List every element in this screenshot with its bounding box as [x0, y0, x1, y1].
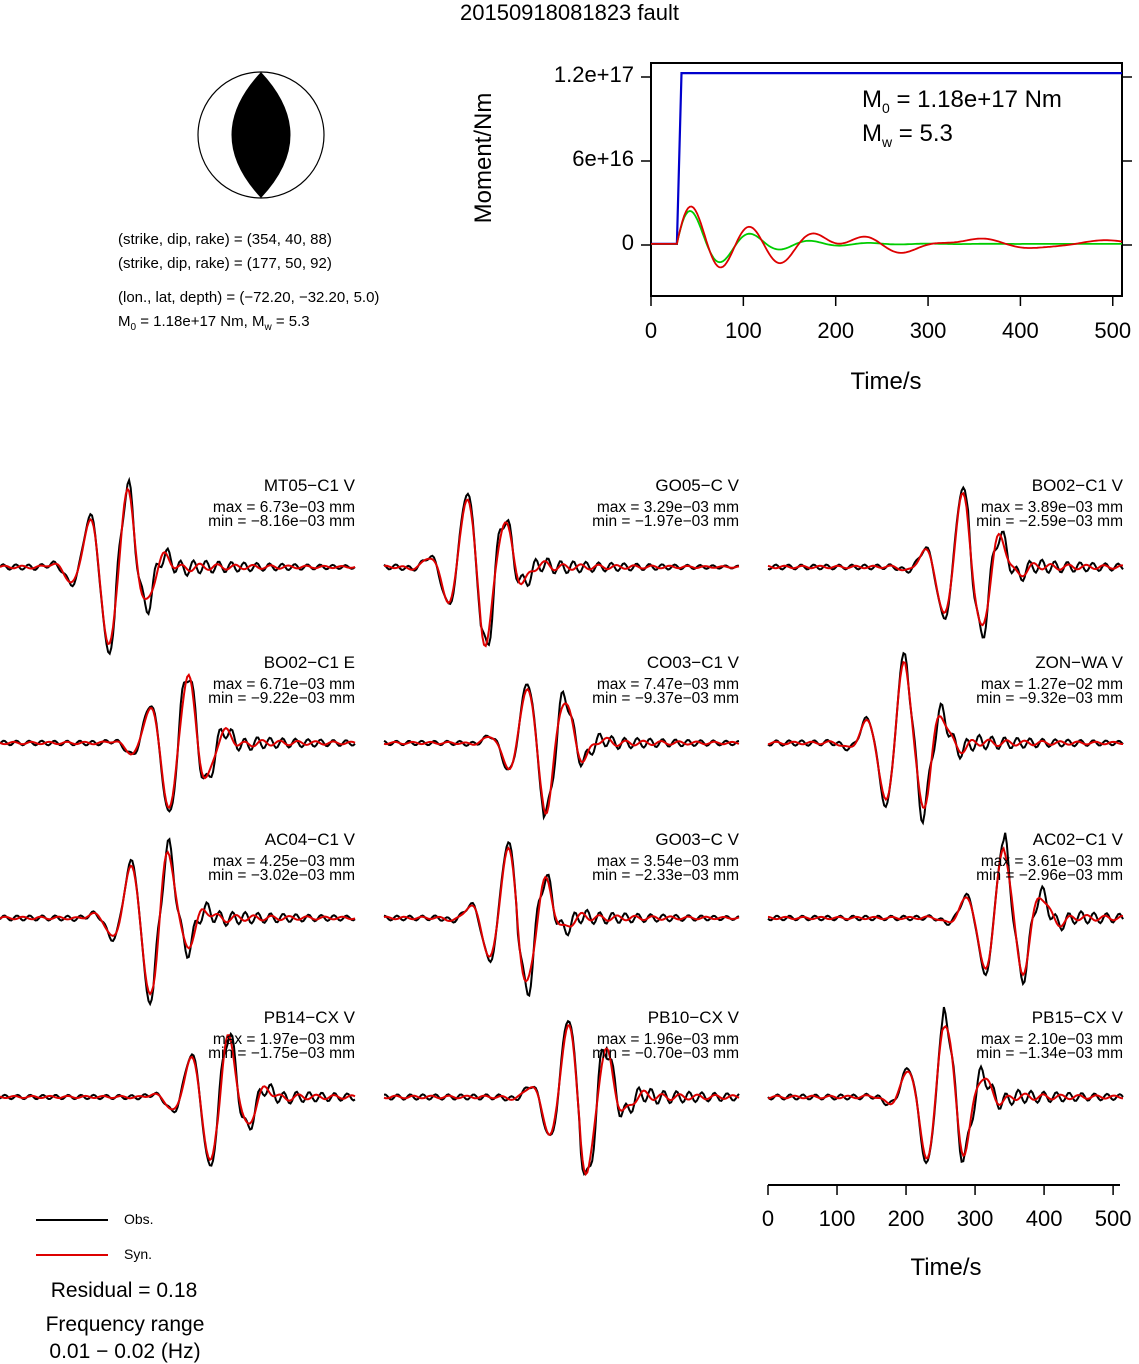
moment-ylabel: Moment/Nm	[470, 92, 497, 224]
station-name-label: PB14−CX V	[263, 1008, 355, 1027]
waveform-xtick-label: 0	[761, 1206, 775, 1231]
moment-xtick-label: 100	[724, 318, 762, 343]
moment-xtick-label: 300	[909, 318, 947, 343]
station-name-label: CO03−C1 V	[646, 653, 739, 672]
waveform-synthetic	[383, 498, 740, 648]
station-name-label: AC02−C1 V	[1032, 830, 1123, 849]
waveform-synthetic	[383, 1024, 740, 1177]
waveform-xlabel: Time/s	[910, 1254, 982, 1281]
moment-xlabel: Time/s	[850, 368, 922, 395]
mechanism-location: (lon., lat, depth) = (−72.20, −32.20, 5.…	[118, 289, 380, 306]
moment-ytick-2: 6e+16	[572, 146, 634, 171]
waveform-synthetic	[383, 687, 740, 816]
station-name-label: PB10−CX V	[647, 1008, 739, 1027]
station-max-label: max = 3.89e−03 mm	[980, 499, 1123, 516]
station-min-label: min = −9.37e−03 mm	[592, 690, 739, 707]
moment-xtick-label: 400	[1002, 318, 1039, 343]
waveform-observed	[767, 1006, 1124, 1165]
station-max-label: max = 4.25e−03 mm	[212, 853, 355, 870]
station-max-label: max = 1.96e−03 mm	[596, 1031, 739, 1048]
station-max-label: max = 6.73e−03 mm	[212, 499, 355, 516]
figure-title: 20150918081823 fault	[460, 0, 679, 25]
waveform-xtick-label: 500	[1094, 1206, 1132, 1231]
waveform-xtick-label: 100	[818, 1206, 856, 1231]
waveform-time-axis	[767, 1184, 1120, 1195]
waveform-synthetic	[383, 846, 740, 983]
moment-ytick-1: 1.2e+17	[553, 62, 634, 87]
moment-xtick-label: 0	[644, 318, 658, 343]
mechanism-plane-1: (strike, dip, rake) = (354, 40, 88)	[118, 231, 332, 248]
station-min-label: min = −8.16e−03 mm	[208, 513, 355, 530]
moment-m0-label: M0 = 1.18e+17 Nm	[862, 86, 1062, 116]
moment-rate-red-line	[651, 205, 1123, 269]
station-min-label: min = −1.34e−03 mm	[976, 1045, 1123, 1062]
station-max-label: max = 1.27e−02 mm	[980, 676, 1123, 693]
station-name-label: GO03−C V	[655, 830, 739, 849]
station-name-label: AC04−C1 V	[264, 830, 355, 849]
station-name-label: BO02−C1 E	[263, 653, 355, 672]
station-min-label: min = −2.96e−03 mm	[976, 867, 1123, 884]
station-max-label: max = 3.61e−03 mm	[980, 853, 1123, 870]
moment-xtick-label: 200	[817, 318, 855, 343]
waveform-synthetic	[767, 846, 1124, 977]
station-max-label: max = 3.54e−03 mm	[596, 853, 739, 870]
station-name-label: PB15−CX V	[1031, 1008, 1123, 1027]
station-name-label: BO02−C1 V	[1031, 476, 1123, 495]
waveform-xtick-label: 400	[1025, 1206, 1063, 1231]
waveform-xtick-label: 200	[887, 1206, 925, 1231]
station-min-label: min = −2.33e−03 mm	[592, 867, 739, 884]
waveform-synthetic	[767, 1024, 1124, 1160]
station-name-label: ZON−WA V	[1035, 653, 1123, 672]
station-min-label: min = −2.59e−03 mm	[976, 513, 1123, 530]
station-max-label: max = 6.71e−03 mm	[212, 676, 355, 693]
station-max-label: max = 2.10e−03 mm	[980, 1031, 1123, 1048]
frequency-range-value: 0.01 − 0.02 (Hz)	[49, 1340, 201, 1363]
station-min-label: min = −1.97e−03 mm	[592, 513, 739, 530]
station-min-label: min = −0.70e−03 mm	[592, 1045, 739, 1062]
moment-panel	[641, 62, 1132, 306]
station-max-label: max = 3.29e−03 mm	[596, 499, 739, 516]
waveform-xtick-label: 300	[956, 1206, 994, 1231]
residual-label: Residual = 0.18	[50, 1279, 198, 1302]
waveform-grid	[0, 476, 1124, 1177]
legend-syn-label: Syn.	[124, 1246, 153, 1262]
mechanism-plane-2: (strike, dip, rake) = (177, 50, 92)	[118, 255, 332, 272]
waveform-synthetic	[0, 673, 356, 809]
station-min-label: min = −9.22e−03 mm	[208, 690, 355, 707]
station-min-label: min = −1.75e−03 mm	[208, 1045, 355, 1062]
waveform-synthetic	[0, 1034, 356, 1162]
waveform-observed	[767, 832, 1124, 987]
station-name-label: MT05−C1 V	[263, 476, 355, 495]
moment-xtick-label: 500	[1094, 318, 1132, 343]
beachball	[197, 71, 325, 199]
moment-rate-green-line	[651, 210, 1122, 264]
waveform-synthetic	[0, 486, 356, 646]
station-name-label: GO05−C V	[655, 476, 739, 495]
station-max-label: max = 1.97e−03 mm	[212, 1031, 355, 1048]
waveform-synthetic	[767, 660, 1123, 810]
waveform-synthetic	[767, 491, 1124, 627]
legend-obs-label: Obs.	[124, 1211, 154, 1227]
station-min-label: min = −9.32e−03 mm	[976, 690, 1123, 707]
waveform-synthetic	[0, 850, 356, 996]
station-max-label: max = 7.47e−03 mm	[596, 676, 739, 693]
station-min-label: min = −3.02e−03 mm	[208, 867, 355, 884]
mechanism-moment: M0 = 1.18e+17 Nm, Mw = 5.3	[118, 313, 310, 333]
moment-ytick-3: 0	[621, 230, 634, 255]
moment-mw-label: Mw = 5.3	[862, 120, 953, 150]
frequency-range-title: Frequency range	[45, 1313, 205, 1336]
